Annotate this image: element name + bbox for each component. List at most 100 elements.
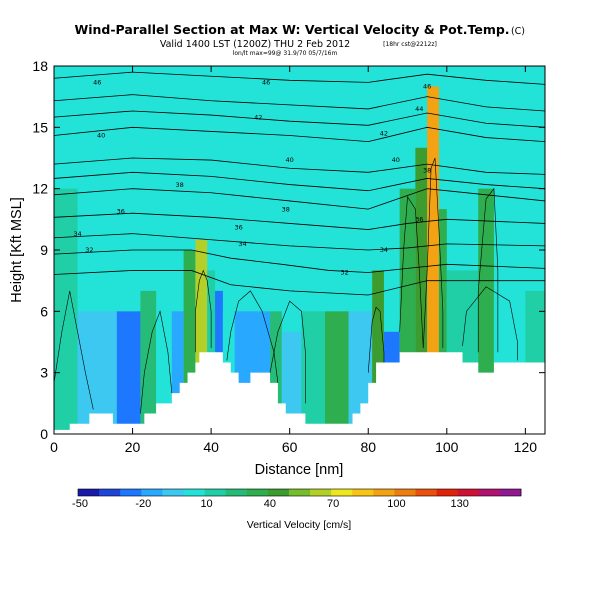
colorbar: -50 -20 10 40 70 100 130 (72, 488, 522, 510)
theta-contour-7 (54, 71, 545, 85)
colorbar-swatch (141, 489, 163, 496)
chart-subtitle-detail: lon/lt max=99@ 31.9/70 05/7/16m (233, 50, 338, 57)
theta-contour-1 (54, 233, 545, 251)
theta-contour-label: 34 (238, 240, 246, 248)
x-tick-label: 0 (50, 439, 58, 455)
velocity-contour-6 (399, 195, 424, 349)
colorbar-swatch (120, 489, 142, 496)
theta-contour-label: 40 (97, 132, 105, 140)
y-tick-label: 6 (40, 303, 48, 319)
theta-contour-2 (54, 212, 545, 230)
y-tick-label: 9 (40, 242, 48, 258)
theta-contour-label: 38 (423, 166, 431, 174)
colorbar-swatch (394, 489, 416, 496)
velocity-band-2 (116, 311, 141, 434)
colorbar-swatch (457, 489, 480, 496)
velocity-band-7 (195, 239, 208, 434)
theta-contour-label: 46 (262, 79, 270, 87)
y-tick-label: 0 (40, 426, 48, 442)
x-tick-label: 60 (282, 439, 298, 455)
velocity-band-13 (281, 331, 302, 434)
colorbar-swatch (415, 489, 438, 496)
theta-contour-label: 36 (415, 216, 423, 224)
chart-title: Wind-Parallel Section at Max W: Vertical… (74, 22, 509, 37)
x-axis: 0 20 40 60 80 100 120 (50, 66, 537, 455)
theta-contour-10 (54, 270, 545, 296)
terrain-fill (54, 352, 545, 434)
x-tick-label: 20 (125, 439, 141, 455)
y-axis-label: Height [Kft MSL] (9, 197, 25, 303)
velocity-band-3 (140, 290, 157, 434)
colorbar-swatch (288, 489, 311, 496)
theta-contour-8 (54, 171, 545, 192)
velocity-contour-2 (195, 269, 212, 353)
theta-contour-3 (54, 188, 545, 210)
colorbar-swatch (162, 489, 184, 496)
theta-contour-label: 32 (341, 269, 349, 277)
theta-contour-label: 38 (282, 205, 290, 213)
theta-contour-label: 46 (93, 79, 101, 87)
theta-contour-label: 40 (286, 156, 294, 164)
theta-contour-label: 46 (423, 83, 431, 91)
theta-contour-label: 36 (117, 207, 125, 215)
chart-subtitle: Valid 1400 LST (1200Z) THU 2 Feb 2012 (160, 39, 350, 50)
colorbar-swatch (352, 489, 374, 496)
theta-contour-label: 44 (415, 105, 423, 113)
theta-contour-label: 34 (73, 230, 81, 238)
colorbar-tick-label: 40 (264, 498, 276, 510)
colorbar-swatch (436, 489, 459, 496)
colorbar-tick-label: 130 (451, 498, 469, 510)
velocity-band-6 (183, 250, 196, 434)
velocity-band-14 (301, 311, 326, 434)
x-tick-label: 120 (514, 439, 538, 455)
velocity-band-21 (427, 86, 439, 434)
velocity-contour-1 (140, 310, 173, 414)
colorbar-swatch (331, 489, 353, 496)
colorbar-swatch (310, 489, 332, 496)
theta-contour-6 (54, 94, 545, 112)
velocity-contour-4 (269, 300, 306, 404)
theta-contour-label: 32 (85, 246, 93, 254)
colorbar-tick-label: 70 (327, 498, 339, 510)
colorbar-label: Vertical Velocity [cm/s] (247, 519, 352, 531)
theta-contour-label: 42 (380, 130, 388, 138)
colorbar-swatch (225, 489, 248, 496)
colorbar-swatch (183, 489, 205, 496)
colorbar-swatch (99, 489, 121, 496)
x-axis-label: Distance [nm] (255, 462, 344, 478)
velocity-band-17 (372, 270, 384, 434)
colorbar-tick-label: -20 (135, 498, 151, 510)
colorbar-frame (77, 488, 522, 497)
colorbar-swatch (204, 489, 227, 496)
colorbar-swatch (267, 489, 290, 496)
colorbar-swatch (246, 489, 269, 496)
velocity-band-15 (325, 311, 349, 434)
velocity-band-12 (270, 311, 282, 434)
velocity-contour-9 (477, 187, 499, 353)
colorbar-swatch (478, 489, 501, 496)
colorbar-swatch (499, 489, 522, 496)
velocity-contour-7 (422, 157, 444, 349)
theta-contour-label: 40 (392, 156, 400, 164)
velocity-contour-0 (54, 290, 94, 410)
theta-contour-4 (54, 157, 545, 175)
terrain-mask (54, 352, 545, 434)
colorbar-swatch (78, 489, 100, 496)
y-tick-label: 15 (32, 119, 48, 135)
colorbar-tick-label: 10 (200, 498, 212, 510)
velocity-band-20 (415, 147, 428, 434)
colorbar-swatch (373, 489, 395, 496)
colorbar-tick-label: -50 (72, 498, 88, 510)
velocity-band-5 (171, 311, 184, 434)
theta-contour-label: 34 (380, 246, 388, 254)
chart-subtitle-run: [18hr cst@2212z] (383, 41, 437, 48)
theta-contour-label: 36 (234, 224, 242, 232)
x-tick-label: 100 (435, 439, 459, 455)
x-tick-label: 80 (360, 439, 376, 455)
y-tick-label: 12 (32, 181, 48, 197)
theta-contour-label: 38 (176, 181, 184, 189)
chart-title-suffix: (C) (511, 26, 525, 37)
y-tick-label: 3 (40, 365, 48, 381)
x-tick-label: 40 (203, 439, 219, 455)
